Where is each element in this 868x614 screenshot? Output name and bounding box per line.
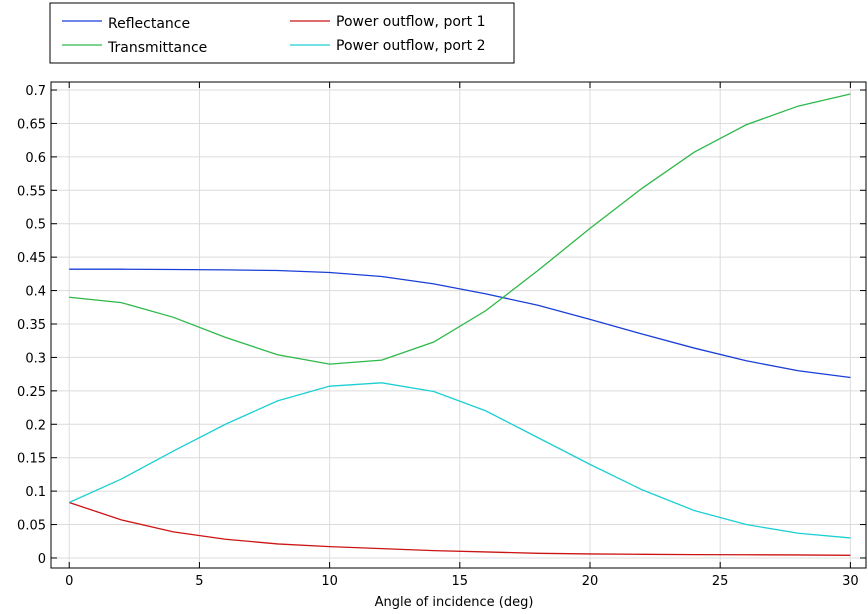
x-axis-label: Angle of incidence (deg) (375, 595, 534, 610)
y-tick-label: 0.65 (17, 117, 46, 132)
series-line-port1 (69, 501, 851, 556)
y-tick-label: 0.2 (25, 418, 46, 433)
x-tick-label: 25 (712, 574, 729, 589)
x-tick-label: 15 (452, 574, 469, 589)
x-tick-label: 5 (195, 574, 203, 589)
legend-label-port2: Power outflow, port 2 (336, 38, 486, 54)
legend: Reflectance Transmittance Power outflow,… (49, 2, 515, 64)
axis-ticks: 0 5 10 15 20 25 30 0 0.05 0.1 0.15 0.2 0.25 0.3 0.35 0.… (17, 82, 866, 589)
legend-label-port1: Power outflow, port 1 (336, 14, 486, 30)
y-tick-label: 0 (38, 552, 46, 567)
x-tick-label: 30 (842, 574, 859, 589)
grid (51, 82, 866, 568)
series-line-transmittance (69, 93, 851, 365)
legend-label-transmittance: Transmittance (107, 40, 207, 56)
plot-frame (50, 81, 867, 569)
legend-label-reflectance: Reflectance (108, 16, 190, 32)
x-tick-label: 10 (321, 574, 338, 589)
y-tick-label: 0.45 (17, 251, 46, 266)
x-tick-label: 20 (582, 574, 599, 589)
y-tick-label: 0.55 (17, 184, 46, 199)
y-tick-label: 0.7 (25, 84, 46, 99)
x-tick-label: 0 (65, 574, 73, 589)
y-tick-label: 0.25 (17, 385, 46, 400)
legend-box (49, 2, 515, 64)
y-tick-label: 0.3 (25, 351, 46, 366)
y-tick-label: 0.15 (17, 452, 46, 467)
y-tick-label: 0.05 (17, 519, 46, 534)
series-lines (68, 93, 851, 556)
y-tick-label: 0.6 (25, 151, 46, 166)
series-line-port2 (68, 382, 851, 539)
series-line-reflectance (69, 268, 851, 379)
y-tick-label: 0.4 (25, 285, 46, 300)
y-tick-label: 0.5 (25, 218, 46, 233)
y-tick-label: 0.1 (25, 485, 46, 500)
y-tick-label: 0.35 (17, 318, 46, 333)
